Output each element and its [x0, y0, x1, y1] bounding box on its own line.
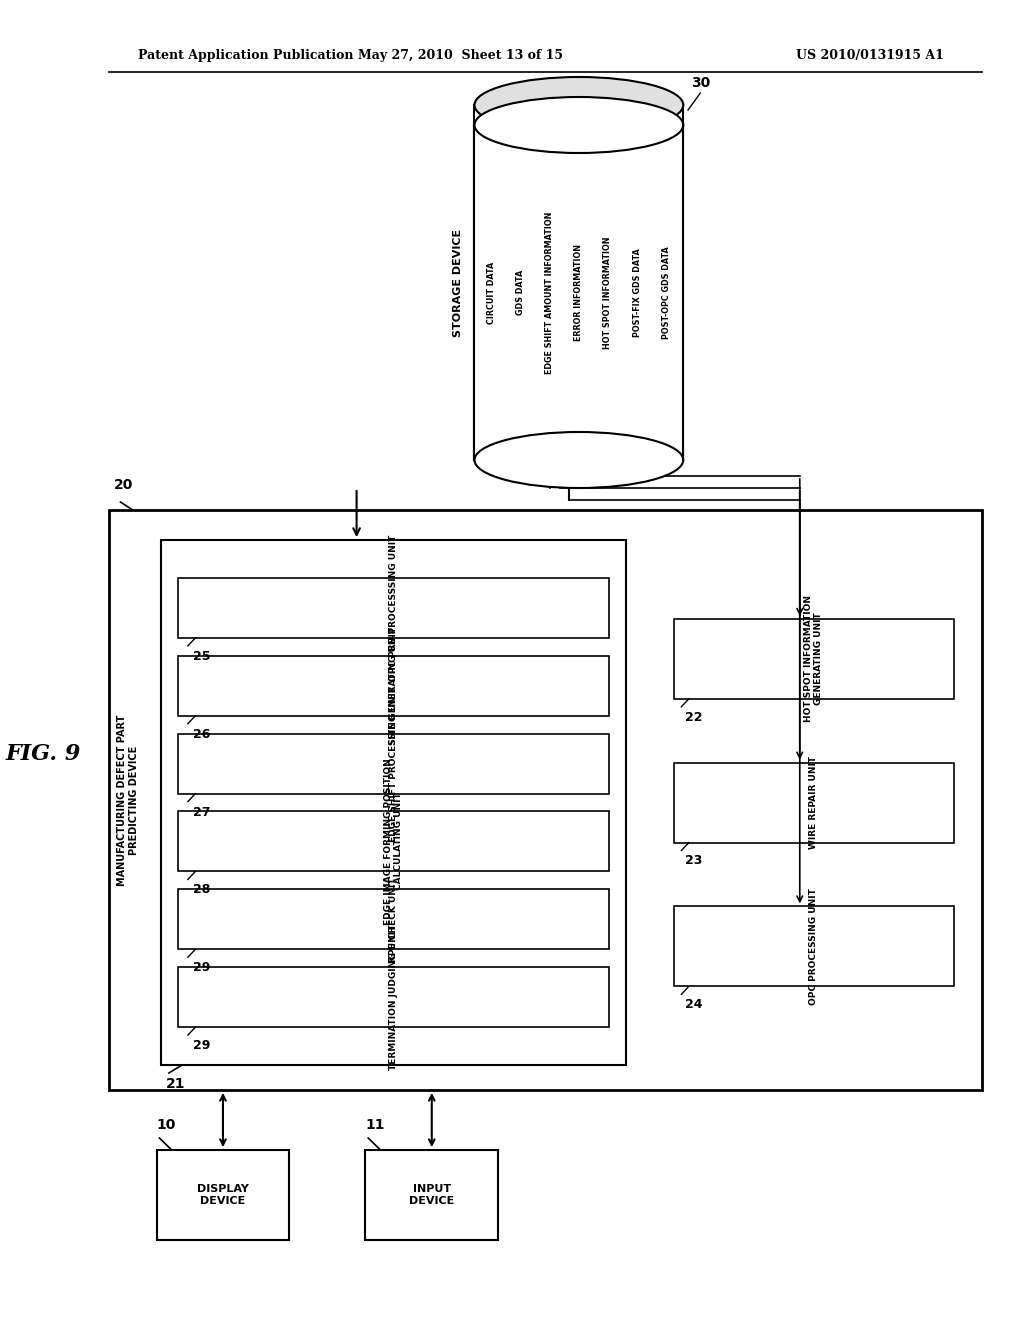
Bar [178, 734, 609, 793]
Text: OPC PRE-PROCESSSING UNIT: OPC PRE-PROCESSSING UNIT [389, 535, 398, 681]
Text: EDGE SHIFT AMOUNT INFORMATION: EDGE SHIFT AMOUNT INFORMATION [545, 211, 554, 374]
Text: DISPLAY
DEVICE: DISPLAY DEVICE [197, 1184, 249, 1205]
Text: 27: 27 [193, 805, 210, 818]
Text: 26: 26 [193, 727, 210, 741]
Text: STORAGE DEVICE: STORAGE DEVICE [453, 228, 463, 337]
Text: 10: 10 [157, 1118, 176, 1133]
Bar [366, 1150, 499, 1239]
Text: 20: 20 [114, 478, 133, 492]
Text: RPE CHECK UNIT: RPE CHECK UNIT [389, 876, 398, 961]
Text: 29: 29 [193, 961, 210, 974]
Text: HOT SPOT INFORMATION
GENERATING UNIT: HOT SPOT INFORMATION GENERATING UNIT [804, 595, 823, 722]
Text: 30: 30 [691, 77, 710, 90]
Bar [161, 540, 627, 1065]
Bar [475, 125, 682, 459]
Text: WIRE REPAIR UNIT: WIRE REPAIR UNIT [809, 756, 818, 849]
Text: CIRCUIT DATA: CIRCUIT DATA [487, 261, 496, 323]
Bar [178, 578, 609, 638]
Text: 22: 22 [685, 710, 702, 723]
Ellipse shape [474, 432, 683, 488]
Text: 11: 11 [366, 1118, 385, 1133]
Text: EDGE SHIFT PROCESSING UNIT: EDGE SHIFT PROCESSING UNIT [389, 685, 398, 842]
Text: POST-FIX GDS DATA: POST-FIX GDS DATA [633, 248, 642, 337]
Text: GDS DATA: GDS DATA [516, 269, 525, 315]
Text: HOT SPOT INFORMATION: HOT SPOT INFORMATION [603, 236, 612, 348]
Text: 29: 29 [193, 1039, 210, 1052]
Bar [674, 619, 953, 698]
Text: 21: 21 [166, 1077, 185, 1092]
Text: 25: 25 [193, 649, 210, 663]
Bar [178, 968, 609, 1027]
Text: 23: 23 [685, 854, 702, 867]
Bar [110, 510, 982, 1090]
Text: Patent Application Publication: Patent Application Publication [137, 49, 353, 62]
Text: POST-OPC GDS DATA: POST-OPC GDS DATA [662, 246, 671, 339]
Text: ERROR INFORMATION: ERROR INFORMATION [574, 244, 584, 341]
Text: 28: 28 [193, 883, 210, 896]
Ellipse shape [474, 77, 683, 133]
Text: EDGE IMAGE FORMING POSITION
CALCULATING UNIT: EDGE IMAGE FORMING POSITION CALCULATING … [384, 758, 403, 925]
Bar [178, 656, 609, 715]
Bar [157, 1150, 290, 1239]
Text: US 2010/0131915 A1: US 2010/0131915 A1 [797, 49, 944, 62]
Ellipse shape [474, 96, 683, 153]
Text: 24: 24 [685, 998, 702, 1011]
Text: MANUFACTURING DEFECT PART
PREDICTING DEVICE: MANUFACTURING DEFECT PART PREDICTING DEV… [118, 714, 139, 886]
Text: SITE GENERATING UNIT: SITE GENERATING UNIT [389, 627, 398, 744]
Bar [674, 763, 953, 842]
Text: May 27, 2010  Sheet 13 of 15: May 27, 2010 Sheet 13 of 15 [357, 49, 563, 62]
Text: FIG. 9: FIG. 9 [5, 743, 81, 764]
Text: OPC PROCESSING UNIT: OPC PROCESSING UNIT [809, 888, 818, 1005]
Text: INPUT
DEVICE: INPUT DEVICE [410, 1184, 455, 1205]
Bar [178, 890, 609, 949]
Bar [674, 907, 953, 986]
Text: TERMINATION JUDGING UNIT: TERMINATION JUDGING UNIT [389, 924, 398, 1069]
Bar [178, 812, 609, 871]
